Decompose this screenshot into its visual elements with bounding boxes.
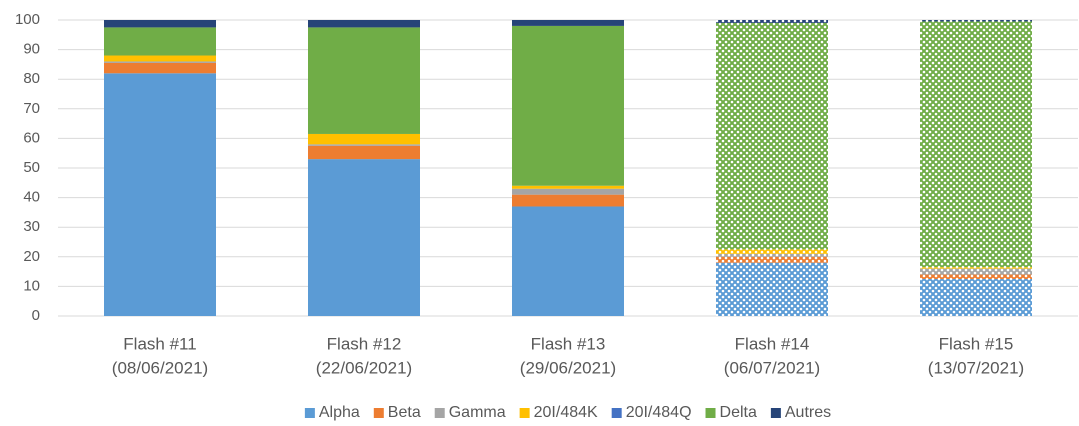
legend-swatch	[519, 408, 530, 418]
bar-segment	[308, 27, 420, 134]
bar-segment	[104, 61, 216, 63]
bar-segment	[716, 256, 828, 263]
bar-segment	[512, 185, 624, 189]
legend-label: Alpha	[319, 404, 360, 421]
y-tick-label: 0	[32, 307, 40, 324]
bar-segment	[104, 62, 216, 74]
legend-swatch	[304, 408, 315, 418]
bar-segment	[512, 25, 624, 186]
y-tick-label: 30	[23, 218, 40, 235]
x-tick-label: Flash #14	[735, 334, 810, 353]
y-tick-label: 70	[23, 100, 40, 117]
bar-segment	[920, 267, 1032, 269]
bar-segment	[104, 73, 216, 316]
bar-segment	[308, 133, 420, 145]
bar-segment	[920, 274, 1032, 279]
bar-segment	[716, 253, 828, 257]
bar-segment	[512, 20, 624, 26]
y-tick-label: 40	[23, 189, 40, 206]
bar-segment	[920, 268, 1032, 275]
bar-segment	[716, 22, 828, 250]
x-tick-label: Flash #13	[531, 334, 606, 353]
y-tick-label: 80	[23, 70, 40, 87]
bar-segment	[920, 21, 1032, 268]
y-tick-label: 10	[23, 277, 40, 294]
legend-swatch	[770, 408, 781, 418]
bar-segment	[512, 188, 624, 195]
legend-swatch	[705, 408, 716, 418]
legend-label: 20I/484K	[534, 404, 598, 421]
bar-segment	[308, 145, 420, 160]
bar-segment	[104, 20, 216, 28]
bar-segment	[104, 55, 216, 62]
bar-segment	[920, 279, 1032, 316]
legend-label: Beta	[388, 404, 421, 421]
legend-swatch	[434, 408, 445, 418]
x-tick-label: Flash #12	[327, 334, 402, 353]
legend-label: Delta	[720, 404, 757, 421]
y-tick-label: 90	[23, 41, 40, 58]
bar-segment	[512, 194, 624, 207]
x-tick-label: (29/06/2021)	[520, 358, 616, 377]
bar-segment	[308, 144, 420, 146]
legend-label: Gamma	[449, 404, 506, 421]
y-tick-label: 50	[23, 159, 40, 176]
y-tick-label: 60	[23, 129, 40, 146]
bar-segment	[104, 27, 216, 56]
bar-segment	[308, 159, 420, 316]
bar-segment	[716, 249, 828, 254]
bar-segment	[716, 20, 828, 23]
bar-segment	[308, 20, 420, 28]
legend-swatch	[373, 408, 384, 418]
bar-segment	[716, 262, 828, 316]
x-tick-label: (06/07/2021)	[724, 358, 820, 377]
x-tick-label: (08/06/2021)	[112, 358, 208, 377]
legend-label: Autres	[785, 404, 831, 421]
y-tick-label: 20	[23, 248, 40, 265]
legend-label: 20I/484Q	[626, 404, 692, 421]
x-tick-label: (13/07/2021)	[928, 358, 1024, 377]
x-tick-label: Flash #11	[123, 334, 196, 353]
x-tick-label: (22/06/2021)	[316, 358, 412, 377]
bar-segment	[512, 206, 624, 316]
x-tick-label: Flash #15	[939, 334, 1014, 353]
legend: Alpha Beta Gamma 20I/484K 20I/484Q Delta Autre…	[304, 404, 831, 421]
legend-swatch	[611, 408, 622, 418]
y-tick-label: 100	[15, 11, 40, 28]
bar-segment	[920, 20, 1032, 22]
